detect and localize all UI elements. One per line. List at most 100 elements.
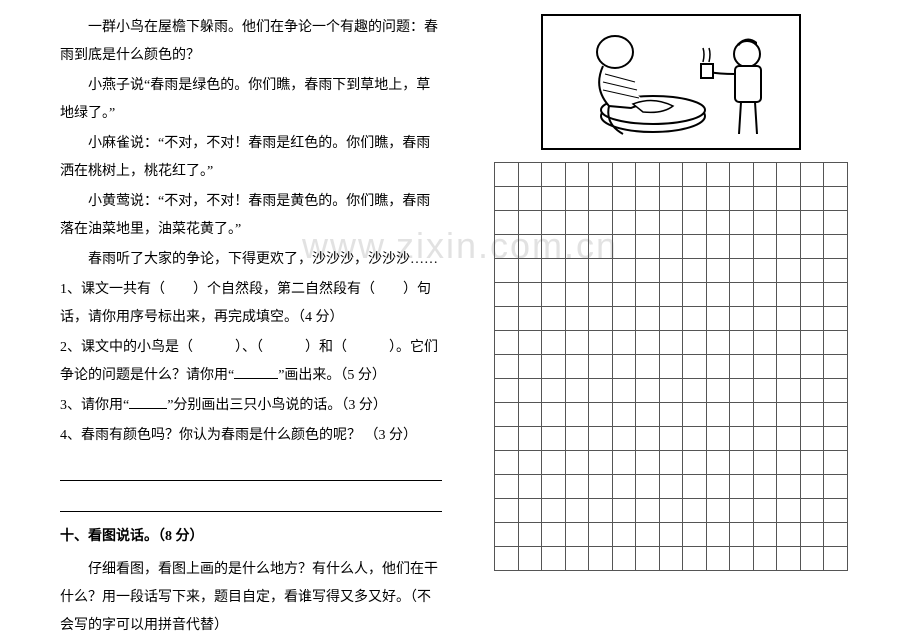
grid-cell xyxy=(706,475,730,499)
grid-cell xyxy=(612,235,636,259)
grid-cell xyxy=(777,259,801,283)
grid-cell xyxy=(683,283,707,307)
grid-cell xyxy=(542,547,566,571)
grid-cell xyxy=(565,163,589,187)
grid-cell xyxy=(589,355,613,379)
grid-cell xyxy=(730,523,754,547)
grid-cell xyxy=(518,379,542,403)
grid-cell xyxy=(542,451,566,475)
grid-cell xyxy=(659,427,683,451)
left-column: 一群小鸟在屋檐下躲雨。他们在争论一个有趣的问题：春雨到底是什么颜色的？ 小燕子说… xyxy=(60,14,470,619)
grid-cell xyxy=(824,283,848,307)
grid-cell xyxy=(683,187,707,211)
grid-cell xyxy=(800,163,824,187)
grid-cell xyxy=(636,259,660,283)
grid-cell xyxy=(518,331,542,355)
grid-cell xyxy=(777,403,801,427)
grid-cell xyxy=(612,283,636,307)
grid-cell xyxy=(777,427,801,451)
grid-cell xyxy=(730,451,754,475)
grid-cell xyxy=(824,451,848,475)
writing-grid xyxy=(494,162,848,571)
grid-cell xyxy=(636,403,660,427)
grid-cell xyxy=(518,355,542,379)
grid-cell xyxy=(495,283,519,307)
grid-cell xyxy=(636,451,660,475)
grid-cell xyxy=(589,547,613,571)
grid-cell xyxy=(683,163,707,187)
question-3: 3、请你用“”分别画出三只小鸟说的话。（3 分） xyxy=(60,392,442,420)
grid-cell xyxy=(542,211,566,235)
grid-cell xyxy=(753,427,777,451)
grid-cell xyxy=(542,307,566,331)
grid-cell xyxy=(542,379,566,403)
grid-cell xyxy=(495,403,519,427)
grid-cell xyxy=(565,427,589,451)
grid-cell xyxy=(589,187,613,211)
grid-cell xyxy=(730,355,754,379)
grid-cell xyxy=(730,235,754,259)
grid-cell xyxy=(589,499,613,523)
grid-cell xyxy=(612,259,636,283)
grid-cell xyxy=(612,499,636,523)
grid-cell xyxy=(495,259,519,283)
grid-cell xyxy=(518,427,542,451)
grid-cell xyxy=(495,499,519,523)
grid-cell xyxy=(542,355,566,379)
grid-cell xyxy=(800,187,824,211)
grid-cell xyxy=(824,379,848,403)
grid-cell xyxy=(589,307,613,331)
grid-cell xyxy=(824,187,848,211)
grid-cell xyxy=(777,475,801,499)
grid-cell xyxy=(777,451,801,475)
grid-cell xyxy=(636,211,660,235)
grid-cell xyxy=(706,283,730,307)
grid-cell xyxy=(495,547,519,571)
grid-cell xyxy=(518,187,542,211)
grid-cell xyxy=(730,499,754,523)
grid-cell xyxy=(495,475,519,499)
section-10-body: 仔细看图，看图上画的是什么地方？有什么人，他们在干什么？用一段话写下来，题目自定… xyxy=(60,556,442,633)
grid-cell xyxy=(800,259,824,283)
grid-cell xyxy=(612,547,636,571)
grid-cell xyxy=(612,211,636,235)
grid-cell xyxy=(589,163,613,187)
grid-cell xyxy=(706,259,730,283)
grid-cell xyxy=(659,187,683,211)
grid-cell xyxy=(495,331,519,355)
grid-cell xyxy=(589,283,613,307)
right-column xyxy=(470,14,872,619)
question-2: 2、课文中的小鸟是（ ）、（ ）和（ ）。它们争论的问题是什么？请你用“”画出来… xyxy=(60,334,442,390)
grid-cell xyxy=(730,475,754,499)
grid-cell xyxy=(495,307,519,331)
grid-cell xyxy=(542,523,566,547)
grid-cell xyxy=(636,523,660,547)
grid-cell xyxy=(565,475,589,499)
grid-cell xyxy=(518,307,542,331)
grid-cell xyxy=(495,523,519,547)
grid-cell xyxy=(495,451,519,475)
grid-cell xyxy=(824,427,848,451)
grid-cell xyxy=(565,451,589,475)
grid-cell xyxy=(659,235,683,259)
grid-cell xyxy=(753,307,777,331)
grid-cell xyxy=(542,331,566,355)
grid-cell xyxy=(636,427,660,451)
question-4: 4、春雨有颜色吗？你认为春雨是什么颜色的呢？ （3 分） xyxy=(60,422,442,450)
grid-cell xyxy=(683,235,707,259)
grid-cell xyxy=(753,283,777,307)
grid-cell xyxy=(706,379,730,403)
grid-cell xyxy=(683,307,707,331)
grid-cell xyxy=(589,331,613,355)
grid-cell xyxy=(683,331,707,355)
grid-cell xyxy=(659,355,683,379)
passage-p2: 小燕子说“春雨是绿色的。你们瞧，春雨下到草地上，草地绿了。” xyxy=(60,72,442,128)
grid-cell xyxy=(706,547,730,571)
grid-cell xyxy=(824,211,848,235)
grid-cell xyxy=(495,427,519,451)
grid-cell xyxy=(612,403,636,427)
grid-cell xyxy=(753,187,777,211)
grid-cell xyxy=(659,331,683,355)
grid-cell xyxy=(824,331,848,355)
grid-cell xyxy=(589,235,613,259)
